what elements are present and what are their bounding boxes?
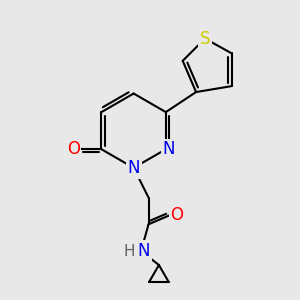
Text: S: S: [200, 29, 210, 47]
Text: O: O: [170, 206, 183, 224]
Text: N: N: [138, 242, 150, 260]
Text: N: N: [128, 159, 140, 177]
Text: O: O: [67, 140, 80, 158]
Text: H: H: [123, 244, 135, 259]
Text: N: N: [163, 140, 175, 158]
